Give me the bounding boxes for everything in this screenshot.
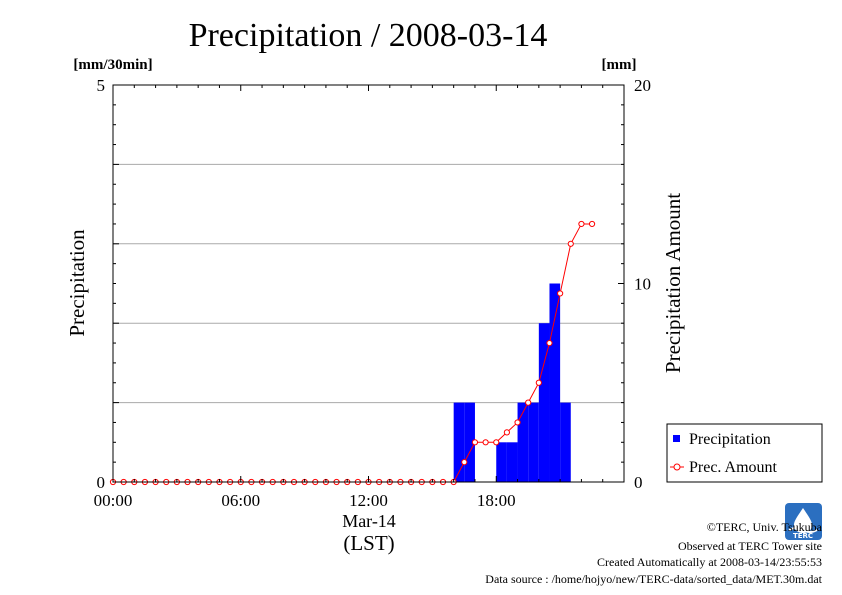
- x-tick-label-1: 06:00: [221, 491, 260, 510]
- amount-point-44: [567, 240, 574, 247]
- y-axis-label-left: Precipitation: [65, 229, 89, 337]
- y-left-tick-label-0: 0: [97, 473, 106, 492]
- precip-bar-1: [453, 402, 465, 482]
- amount-point-38: [503, 429, 510, 436]
- amount-point-37: [493, 439, 500, 446]
- amount-point-39: [514, 419, 521, 426]
- observed-text: Observed at TERC Tower site: [678, 539, 822, 553]
- precip-bar-4: [506, 442, 518, 482]
- y-left-tick-label-1: 5: [97, 76, 106, 95]
- precip-bar-7: [538, 323, 550, 482]
- legend-amount-label: Prec. Amount: [689, 459, 778, 476]
- y-right-tick-label-0: 0: [634, 473, 643, 492]
- amount-point-36: [482, 439, 489, 446]
- right-unit-label: [mm]: [602, 57, 637, 73]
- amount-point-43: [557, 290, 564, 297]
- precip-bar-5: [517, 402, 529, 482]
- source-text: Data source : /home/hojyo/new/TERC-data/…: [485, 572, 822, 586]
- x-tick-label-3: 18:00: [477, 491, 516, 510]
- amount-point-40: [525, 399, 532, 406]
- axis-ticks: [112, 84, 625, 483]
- legend-precipitation-swatch: [673, 435, 680, 442]
- x-tick-label-0: 00:00: [94, 491, 133, 510]
- left-unit-label: [mm/30min]: [73, 57, 152, 73]
- legend: Precipitation Prec. Amount: [666, 423, 823, 483]
- axis-tick-labels: 00:00 06:00 12:00 18:00 0 5 0 10 20: [94, 76, 651, 510]
- precip-bar-6: [528, 402, 539, 482]
- precipitation-bars: [453, 283, 571, 482]
- precip-bar-3: [496, 442, 507, 482]
- created-text: Created Automatically at 2008-03-14/23:5…: [597, 555, 822, 569]
- amount-point-34: [461, 459, 468, 466]
- amount-point-45: [578, 220, 585, 228]
- legend-amount-marker: [673, 463, 681, 471]
- amount-point-35: [471, 439, 479, 446]
- y-right-tick-label-1: 10: [634, 275, 651, 294]
- y-axis-label-right: Precipitation Amount: [661, 193, 685, 373]
- amount-point-41: [535, 379, 542, 386]
- legend-box: [666, 423, 823, 483]
- precip-bar-9: [560, 402, 571, 482]
- x-tick-label-2: 12:00: [349, 491, 388, 510]
- y-right-tick-label-2: 20: [634, 76, 651, 95]
- legend-precipitation-label: Precipitation: [689, 431, 771, 448]
- amount-point-42: [546, 339, 553, 347]
- x-axis-lst-label: (LST): [343, 531, 394, 555]
- terc-logo: TERC: [785, 503, 822, 540]
- x-axis-date-label: Mar-14: [342, 511, 396, 531]
- amount-point-46: [588, 220, 596, 228]
- copyright-text: ©TERC, Univ. Tsukuba: [707, 520, 823, 534]
- chart-title: Precipitation / 2008-03-14: [189, 17, 548, 54]
- precip-bar-8: [549, 283, 561, 482]
- precip-bar-2: [464, 402, 475, 482]
- logo-text: TERC: [793, 532, 813, 540]
